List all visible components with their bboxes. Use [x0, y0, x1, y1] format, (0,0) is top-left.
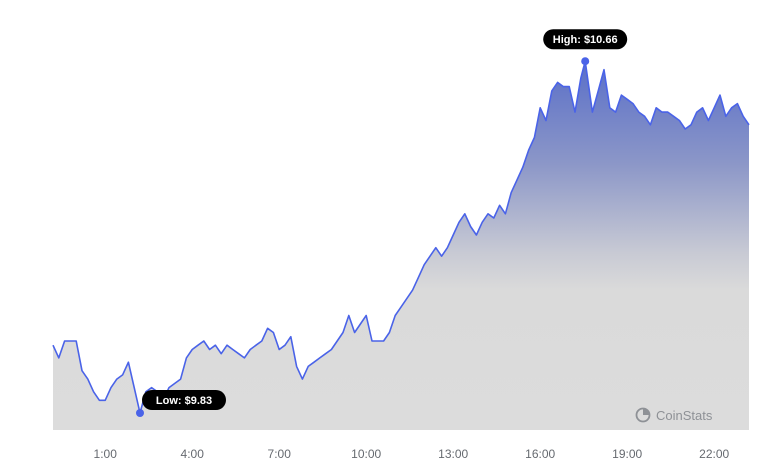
low-annotation: Low: $9.83: [136, 390, 226, 417]
low-label: Low: $9.83: [156, 395, 212, 407]
high-point: [581, 57, 590, 66]
high-annotation: High: $10.66: [543, 29, 628, 66]
x-tick-label: 13:00: [438, 447, 468, 461]
coinstats-watermark: CoinStats: [635, 407, 713, 423]
x-tick-label: 16:00: [525, 447, 555, 461]
watermark-text: CoinStats: [656, 408, 713, 423]
low-point: [136, 409, 144, 417]
x-tick-label: 7:00: [268, 447, 292, 461]
x-tick-label: 1:00: [94, 447, 118, 461]
high-label-pill: [543, 29, 628, 50]
x-tick-label: 10:00: [351, 447, 381, 461]
x-tick-label: 4:00: [181, 447, 205, 461]
high-label: High: $10.66: [553, 34, 618, 46]
price-line: [52, 60, 750, 414]
x-tick-label: 22:00: [699, 447, 729, 461]
low-label-pill: [142, 390, 226, 410]
x-tick-label: 19:00: [612, 447, 642, 461]
price-area-fill: [53, 61, 749, 430]
x-axis: 1:00 4:00 7:00 10:00 13:00 16:00 19:00 22:00: [94, 447, 730, 461]
coinstats-logo-icon: [635, 407, 651, 423]
